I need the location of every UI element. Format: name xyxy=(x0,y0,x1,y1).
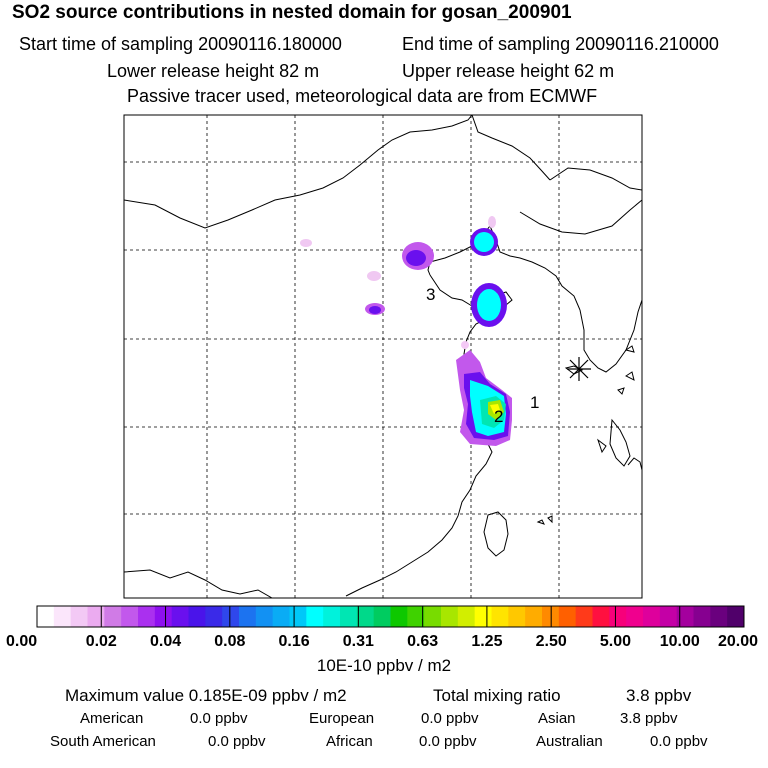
colorbar-swatch xyxy=(424,606,442,627)
colorbar-swatch xyxy=(87,606,105,627)
tracer-note: Passive tracer used, meteorological data… xyxy=(127,86,598,106)
colorbar-swatch xyxy=(609,606,627,627)
colorbar-swatch xyxy=(491,606,509,627)
colorbar-swatch xyxy=(474,606,492,627)
source-label-1: 1 xyxy=(530,393,539,412)
colorbar-swatch xyxy=(407,606,425,627)
region-name-african: African xyxy=(326,733,373,750)
colorbar-tick-label: 0.16 xyxy=(279,633,310,650)
colorbar-swatch xyxy=(222,606,240,627)
colorbar-swatch xyxy=(676,606,694,627)
region-value-asian: 3.8 ppbv xyxy=(620,710,678,727)
colorbar-swatch xyxy=(340,606,358,627)
colorbar-unit-label: 10E-10 ppbv / m2 xyxy=(316,656,452,675)
colorbar-swatch xyxy=(626,606,644,627)
colorbar-swatch xyxy=(239,606,257,627)
region-name-american: American xyxy=(80,710,144,727)
colorbar-tick-label: 5.00 xyxy=(600,633,631,650)
total-mixing-label: Total mixing ratio xyxy=(433,686,561,705)
colorbar-tick-label: 1.25 xyxy=(471,633,502,650)
region-value-african: 0.0 ppbv xyxy=(419,733,477,750)
colorbar-tick-label: 0.08 xyxy=(214,633,245,650)
colorbar-swatch xyxy=(53,606,72,627)
colorbar-swatch xyxy=(643,606,661,627)
start-time-label: Start time of sampling 20090116.180000 xyxy=(19,34,342,54)
lat-lon-grid xyxy=(124,115,642,598)
colorbar-swatch xyxy=(525,606,543,627)
colorbar-tick-label: 2.50 xyxy=(536,633,567,650)
lower-release-height: Lower release height 82 m xyxy=(107,61,320,81)
colorbar-tick-label: 0.31 xyxy=(343,633,374,650)
colorbar-swatch xyxy=(693,606,711,627)
colorbar-swatch xyxy=(659,606,678,627)
colorbar-tick-labels: 0.00 0.02 0.04 0.08 0.16 0.31 0.63 1.25 2.50 5.00… xyxy=(6,633,758,650)
total-mixing-value: 3.8 ppbv xyxy=(626,686,692,705)
colorbar-swatch xyxy=(356,606,375,627)
maximum-value: Maximum value 0.185E-09 ppbv / m2 xyxy=(65,686,347,705)
colorbar-tick-label: 0.02 xyxy=(86,633,117,650)
colorbar-swatch xyxy=(37,606,55,627)
colorbar-swatch xyxy=(306,606,324,627)
colorbar-swatch xyxy=(592,606,610,627)
colorbar-swatch xyxy=(272,606,290,627)
colorbar-swatch xyxy=(154,606,173,627)
region-name-south-american: South American xyxy=(50,733,156,750)
colorbar-swatch xyxy=(575,606,593,627)
colorbar-tick-label: 0.63 xyxy=(407,633,438,650)
region-value-european: 0.0 ppbv xyxy=(421,710,479,727)
colorbar-swatch xyxy=(121,606,139,627)
colorbar-swatch xyxy=(542,606,560,627)
source-label-3: 3 xyxy=(426,285,435,304)
colorbar-swatch xyxy=(390,606,408,627)
plot-title: SO2 source contributions in nested domai… xyxy=(12,2,572,23)
colorbar-swatch xyxy=(441,606,459,627)
receptor-star-icon xyxy=(567,357,591,381)
colorbar-swatch xyxy=(508,606,526,627)
region-value-australian: 0.0 ppbv xyxy=(650,733,708,750)
colorbar-tick-label: 10.00 xyxy=(660,633,700,650)
colorbar-swatch xyxy=(289,606,307,627)
colorbar-swatch xyxy=(558,606,577,627)
colorbar-swatch xyxy=(205,606,223,627)
region-name-australian: Australian xyxy=(536,733,603,750)
colorbar-swatch xyxy=(373,606,391,627)
colorbar-swatch xyxy=(70,606,88,627)
region-value-south-american: 0.0 ppbv xyxy=(208,733,266,750)
colorbar-swatch xyxy=(188,606,206,627)
source-label-2: 2 xyxy=(494,407,503,426)
colorbar-swatch xyxy=(710,606,728,627)
region-name-asian: Asian xyxy=(538,710,576,727)
colorbar-tick-label: 0.04 xyxy=(150,633,181,650)
colorbar-swatch xyxy=(457,606,476,627)
colorbar-swatch xyxy=(138,606,156,627)
region-name-european: European xyxy=(309,710,375,727)
colorbar-swatch xyxy=(255,606,274,627)
colorbar-swatch xyxy=(727,606,745,627)
colorbar-tick-label: 0.00 xyxy=(6,633,37,650)
end-time-label: End time of sampling 20090116.210000 xyxy=(402,34,719,54)
colorbar-swatch xyxy=(323,606,341,627)
colorbar-tick-label: 20.00 xyxy=(718,633,758,650)
colorbar-swatch xyxy=(171,606,189,627)
region-value-american: 0.0 ppbv xyxy=(190,710,248,727)
colorbar-swatch xyxy=(104,606,122,627)
upper-release-height: Upper release height 62 m xyxy=(402,61,615,81)
concentration-field xyxy=(300,216,512,446)
colorbar xyxy=(36,605,745,628)
